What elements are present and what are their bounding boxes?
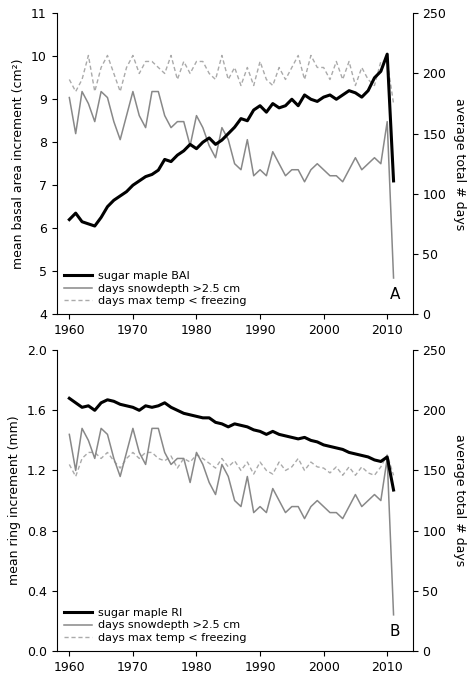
Legend: sugar maple BAI, days snowdepth >2.5 cm, days max temp < freezing: sugar maple BAI, days snowdepth >2.5 cm,… (62, 269, 248, 308)
Y-axis label: mean ring increment (mm): mean ring increment (mm) (9, 416, 21, 585)
Text: A: A (390, 287, 400, 302)
Text: B: B (390, 624, 400, 639)
Legend: sugar maple RI, days snowdepth >2.5 cm, days max temp < freezing: sugar maple RI, days snowdepth >2.5 cm, … (62, 606, 248, 645)
Y-axis label: average total # days: average total # days (453, 98, 465, 230)
Y-axis label: average total # days: average total # days (453, 434, 465, 567)
Y-axis label: mean basal area increment (cm²): mean basal area increment (cm²) (12, 59, 26, 269)
